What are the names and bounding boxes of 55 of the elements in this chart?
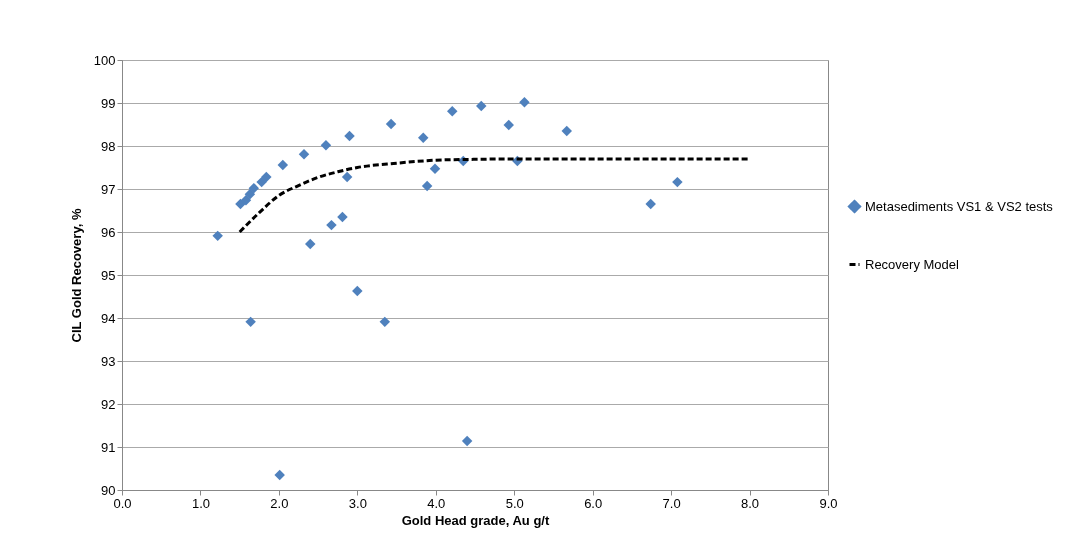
point <box>261 171 272 183</box>
y-tick-label: 97 <box>101 181 116 197</box>
point <box>248 182 260 194</box>
y-tick-label: 93 <box>101 353 116 369</box>
point <box>672 176 683 188</box>
point <box>305 238 316 250</box>
x-tick-label: 1.0 <box>191 495 210 511</box>
point <box>337 211 348 223</box>
x-tick-label: 5.0 <box>505 495 524 511</box>
point <box>320 139 332 151</box>
y-tick-label: 96 <box>101 224 116 240</box>
x-tick-label: 9.0 <box>819 495 838 511</box>
point <box>352 285 363 297</box>
point <box>298 148 310 160</box>
x-tick-label: 7.0 <box>662 495 681 511</box>
point <box>212 230 223 242</box>
x-tick-label: 0.0 <box>113 495 132 511</box>
point <box>429 163 441 175</box>
point <box>344 130 355 142</box>
point <box>461 435 473 447</box>
point <box>503 119 514 131</box>
point <box>379 316 391 328</box>
point <box>274 469 285 481</box>
point <box>341 171 353 183</box>
point <box>645 198 656 210</box>
point <box>245 316 256 328</box>
point <box>256 176 267 188</box>
point <box>385 118 397 130</box>
legend-label: Recovery Model <box>865 256 960 272</box>
y-tick-label: 99 <box>101 95 116 111</box>
point <box>447 105 458 117</box>
point <box>476 100 487 112</box>
x-tick-label: 3.0 <box>348 495 367 511</box>
point <box>277 159 289 171</box>
y-tick-label: 94 <box>101 310 116 326</box>
point <box>417 132 429 144</box>
y-tick-label: 98 <box>101 138 116 154</box>
point <box>561 125 573 137</box>
point <box>421 180 433 192</box>
y-tick-label: 100 <box>93 52 116 68</box>
x-tick-label: 6.0 <box>584 495 603 511</box>
y-tick-label: 91 <box>101 439 116 455</box>
point <box>244 188 256 200</box>
point <box>240 194 252 206</box>
y-tick-label: 92 <box>101 396 116 412</box>
x-tick-label: 2.0 <box>270 495 289 511</box>
x-tick-label: 8.0 <box>741 495 760 511</box>
x-axis-title: Gold Head grade, Au g/t <box>401 512 550 528</box>
y-tick-label: 90 <box>101 482 116 498</box>
point <box>326 219 337 231</box>
y-tick-label: 95 <box>101 267 116 283</box>
legend-label: Metasediments VS1 & VS2 tests <box>865 198 1054 214</box>
y-axis-title: CIL Gold Recovery, % <box>68 208 84 343</box>
x-tick-label: 4.0 <box>427 495 446 511</box>
point <box>519 96 530 108</box>
